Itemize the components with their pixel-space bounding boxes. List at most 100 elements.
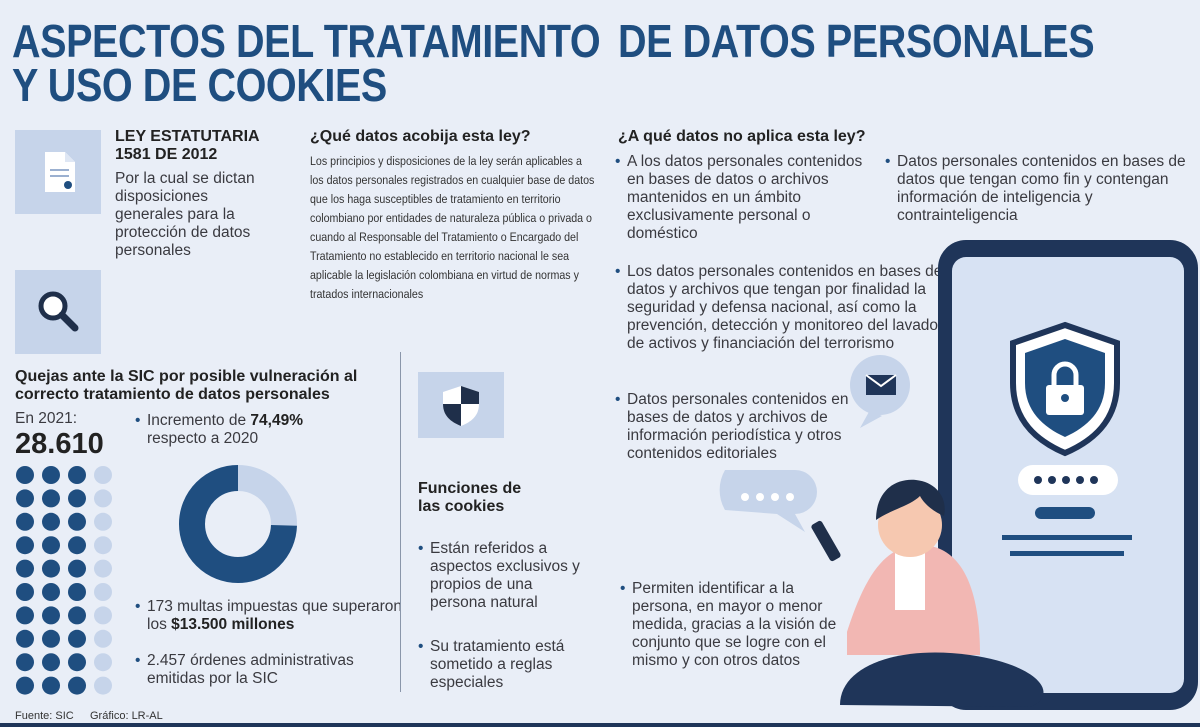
shield-icon: [418, 372, 504, 438]
shape: [461, 386, 479, 404]
text: 173 multas impuestas que superaron los: [147, 598, 403, 633]
dot: [16, 559, 34, 578]
exclusions-heading: ¿A qué datos no aplica esta ley?: [618, 128, 866, 145]
shape: [876, 479, 945, 520]
exclusion-bullet: Datos personales contenidos en bases de …: [885, 153, 1200, 225]
dot: [42, 606, 60, 625]
shape: [1034, 476, 1098, 484]
exclusion-bullet: Los datos personales contenidos en bases…: [615, 263, 947, 353]
dot: [94, 583, 112, 601]
dot: [42, 676, 60, 695]
dot: [68, 512, 86, 531]
document-icon: [15, 130, 101, 214]
dot: [16, 629, 34, 648]
shape: [58, 311, 79, 332]
dot: [42, 466, 60, 484]
title: ASPECTOS DEL TRATAMIENTO: [12, 15, 601, 67]
dot: [42, 559, 60, 578]
shape: [1051, 361, 1079, 385]
title: Y USO DE COOKIES: [12, 59, 387, 111]
dot-grid: [16, 466, 112, 695]
dot: [68, 653, 86, 672]
shape: [741, 493, 749, 501]
shape: [756, 493, 764, 501]
bold-text: 74,49%: [250, 412, 303, 429]
fines-bullet: 173 multas impuestas que superaron los $…: [135, 598, 407, 634]
dot: [68, 489, 86, 508]
dot: [68, 629, 86, 648]
bottom-bar: [0, 723, 1200, 727]
dot: [16, 676, 34, 695]
shape: [840, 652, 1044, 707]
shape: [1010, 551, 1124, 556]
exclusion-bullet: Datos personales contenidos en bases de …: [615, 391, 862, 463]
identify-bullet: Permiten identificar a la persona, en ma…: [620, 580, 847, 670]
complaints-total: 28.610: [15, 428, 104, 460]
shape: [741, 493, 794, 501]
search-icon: [15, 270, 101, 354]
dot: [16, 583, 34, 601]
dot: [68, 536, 86, 555]
shape: [64, 181, 72, 189]
dot: [42, 653, 60, 672]
dot: [94, 606, 112, 625]
source: Fuente: SIC: [15, 710, 74, 722]
scope-text: Los principios y disposiciones de la ley…: [310, 154, 595, 301]
shape: [1048, 476, 1056, 484]
shape: [719, 470, 817, 532]
dot: [16, 466, 34, 484]
dot: [68, 583, 86, 601]
law-name: LEY ESTATUTARIA 1581 DE 2012: [115, 128, 259, 163]
text: Incremento de: [147, 412, 251, 429]
shape: [179, 465, 297, 583]
dot: [94, 512, 112, 531]
dot: [94, 653, 112, 672]
shape: [1076, 476, 1084, 484]
dot: [42, 583, 60, 601]
dot: [94, 559, 112, 578]
dot: [42, 536, 60, 555]
dot: [42, 629, 60, 648]
shape: [1090, 476, 1098, 484]
shape: [1034, 476, 1042, 484]
dot: [68, 559, 86, 578]
dot: [94, 489, 112, 508]
dot: [16, 653, 34, 672]
shape: [811, 520, 841, 562]
dot: [94, 629, 112, 648]
cookies-heading: Funciones de las cookies: [418, 480, 522, 515]
dot: [16, 606, 34, 625]
dot: [94, 466, 112, 484]
title: DE DATOS PERSONALES: [618, 15, 1095, 67]
dot: [68, 606, 86, 625]
shape: [1035, 507, 1095, 519]
shape: [860, 410, 882, 428]
dot: [42, 512, 60, 531]
shape: [38, 291, 68, 321]
cookie-bullet: Están referidos a aspectos exclusivos y …: [418, 540, 580, 612]
exclusion-bullet: A los datos personales contenidos en bas…: [615, 153, 882, 243]
dot: [42, 489, 60, 508]
year-label: En 2021:: [15, 410, 78, 427]
shape: [1062, 476, 1070, 484]
scope-heading: ¿Qué datos acobija esta ley?: [310, 128, 531, 145]
dot: [16, 489, 34, 508]
dot: [16, 512, 34, 531]
law-description: Por la cual se dictan disposiciones gene…: [115, 170, 255, 259]
dot: [68, 676, 86, 695]
shape: [1002, 535, 1132, 540]
shape: [786, 493, 794, 501]
dot: [94, 536, 112, 555]
text: respecto a 2020: [147, 430, 259, 447]
shape: [443, 404, 461, 426]
orders-bullet: 2.457 órdenes administrativas emitidas p…: [135, 652, 387, 688]
shape: [65, 152, 75, 162]
dot: [68, 466, 86, 484]
illustration: [719, 240, 1198, 710]
shape: [1061, 394, 1069, 402]
donut: [179, 465, 297, 583]
credit: Gráfico: LR-AL: [90, 710, 163, 722]
dot: [94, 676, 112, 695]
complaints-heading: Quejas ante la SIC por posible vulneraci…: [15, 368, 358, 403]
